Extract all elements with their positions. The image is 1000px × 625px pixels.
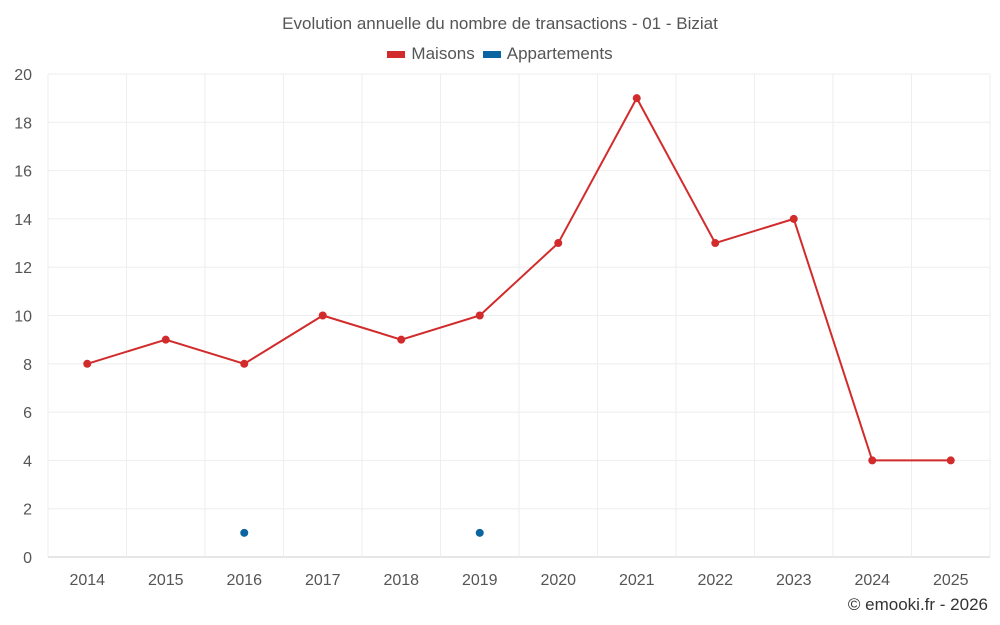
- x-tick-label: 2023: [776, 572, 812, 589]
- x-tick-label: 2020: [540, 572, 576, 589]
- x-tick-label: 2021: [619, 572, 655, 589]
- x-tick-label: 2015: [148, 572, 184, 589]
- x-tick-label: 2019: [462, 572, 498, 589]
- data-point-maisons: [240, 359, 249, 368]
- chart-legend: Maisons Appartements: [0, 44, 1000, 64]
- legend-swatch-appartements: [482, 50, 501, 58]
- legend-label-appartements: Appartements: [506, 44, 613, 63]
- y-tick-label: 10: [14, 309, 32, 326]
- data-point-maisons: [632, 94, 641, 103]
- series-line-maisons: [86, 96, 951, 462]
- y-tick-label: 6: [23, 405, 32, 422]
- data-point-maisons: [554, 239, 563, 248]
- x-tick-label: 2017: [305, 572, 341, 589]
- x-tick-label: 2024: [854, 572, 890, 589]
- y-tick-label: 4: [23, 453, 32, 470]
- y-tick-label: 2: [23, 502, 32, 519]
- data-point-maisons: [83, 359, 92, 368]
- y-tick-label: 12: [14, 260, 32, 277]
- x-tick-label: 2018: [383, 572, 419, 589]
- y-tick-label: 8: [23, 357, 32, 374]
- x-tick-label: 2022: [697, 572, 733, 589]
- data-point-maisons: [161, 335, 170, 344]
- data-point-maisons: [789, 214, 798, 223]
- data-point-maisons: [711, 239, 720, 248]
- x-tick-label: 2014: [69, 572, 105, 589]
- data-point-appartements: [475, 528, 484, 537]
- x-tick-label: 2016: [226, 572, 262, 589]
- y-tick-label: 16: [14, 164, 32, 181]
- data-point-appartements: [240, 528, 249, 537]
- copyright-credit: © emooki.fr - 2026: [847, 595, 988, 614]
- data-point-maisons: [397, 335, 406, 344]
- y-tick-label: 0: [23, 550, 32, 567]
- data-point-maisons: [475, 311, 484, 320]
- data-point-maisons: [946, 456, 955, 465]
- data-point-maisons: [868, 456, 877, 465]
- data-point-maisons: [318, 311, 327, 320]
- x-tick-label: 2025: [933, 572, 969, 589]
- chart-title: Evolution annuelle du nombre de transact…: [282, 14, 718, 33]
- legend-item-maisons[interactable]: Maisons: [387, 44, 475, 64]
- y-tick-label: 14: [14, 212, 32, 229]
- y-tick-label: 20: [14, 67, 32, 84]
- legend-label-maisons: Maisons: [411, 44, 475, 63]
- legend-item-appartements[interactable]: Appartements: [482, 44, 613, 64]
- legend-swatch-maisons: [387, 50, 406, 58]
- y-tick-label: 18: [14, 115, 32, 132]
